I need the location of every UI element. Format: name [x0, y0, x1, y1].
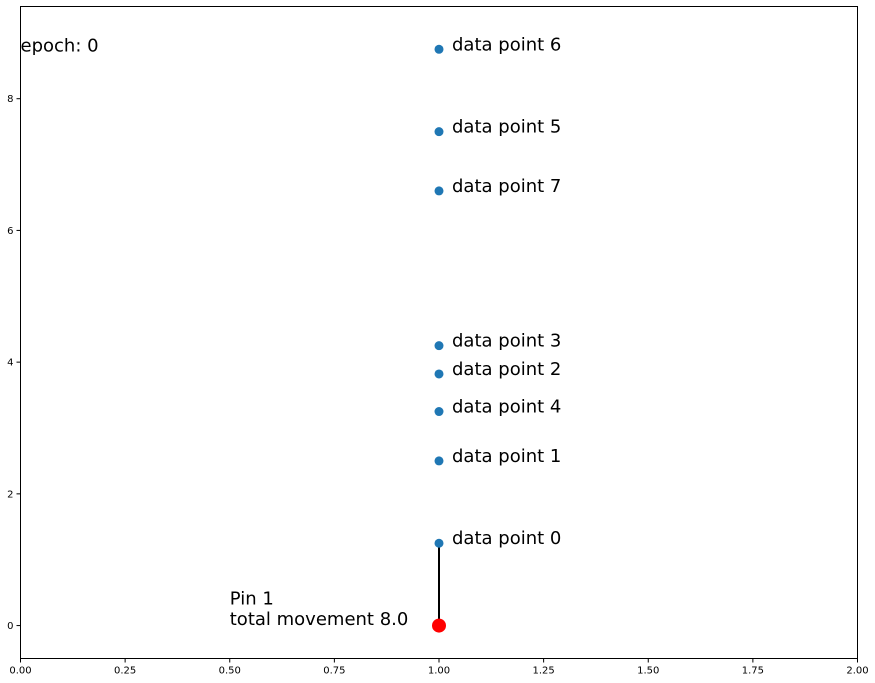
x-tick-label: 1.50 — [637, 666, 659, 677]
x-tick-label: 0.75 — [323, 666, 345, 677]
data-point-label: data point 1 — [452, 446, 561, 467]
y-tick-label: 6 — [7, 226, 13, 237]
point-labels-layer: data point 0 data point 1 data point 2 data… — [452, 34, 561, 549]
x-tick-label: 2.00 — [846, 666, 868, 677]
data-point-label: data point 7 — [452, 176, 561, 197]
data-point — [434, 44, 444, 54]
x-tick-label: 1.00 — [428, 666, 450, 677]
data-point — [434, 456, 444, 466]
data-points-layer — [434, 44, 444, 548]
x-tick-label: 0.00 — [9, 666, 31, 677]
data-point — [434, 369, 444, 379]
data-point-label: data point 5 — [452, 117, 561, 138]
data-point-label: data point 6 — [452, 34, 561, 55]
data-point-label: data point 4 — [452, 397, 561, 418]
y-tick-label: 0 — [7, 621, 13, 632]
epoch-label: epoch: 0 — [21, 35, 99, 56]
pin-layer — [432, 618, 446, 633]
data-point-label: data point 0 — [452, 528, 561, 549]
x-tick-label: 0.50 — [219, 666, 241, 677]
y-tick-label: 2 — [7, 489, 13, 500]
x-tick-label: 0.25 — [114, 666, 136, 677]
data-point-label: data point 2 — [452, 359, 561, 380]
pin-marker — [432, 618, 446, 633]
y-axis: 0 2 4 6 8 — [7, 94, 21, 632]
data-point — [434, 186, 444, 196]
data-point-label: data point 3 — [452, 331, 561, 352]
y-tick-label: 8 — [7, 94, 13, 105]
pin-title: Pin 1 — [230, 589, 274, 610]
x-tick-label: 1.75 — [742, 666, 764, 677]
x-tick-label: 1.25 — [532, 666, 554, 677]
data-point — [434, 538, 444, 548]
x-axis: 0.00 0.25 0.50 0.75 1.00 1.25 1.50 1.75 2.00 — [9, 658, 869, 677]
data-point — [434, 341, 444, 351]
y-tick-label: 4 — [7, 358, 13, 369]
data-point — [434, 127, 444, 137]
data-point — [434, 407, 444, 417]
pin-movement-label: total movement 8.0 — [230, 609, 409, 630]
